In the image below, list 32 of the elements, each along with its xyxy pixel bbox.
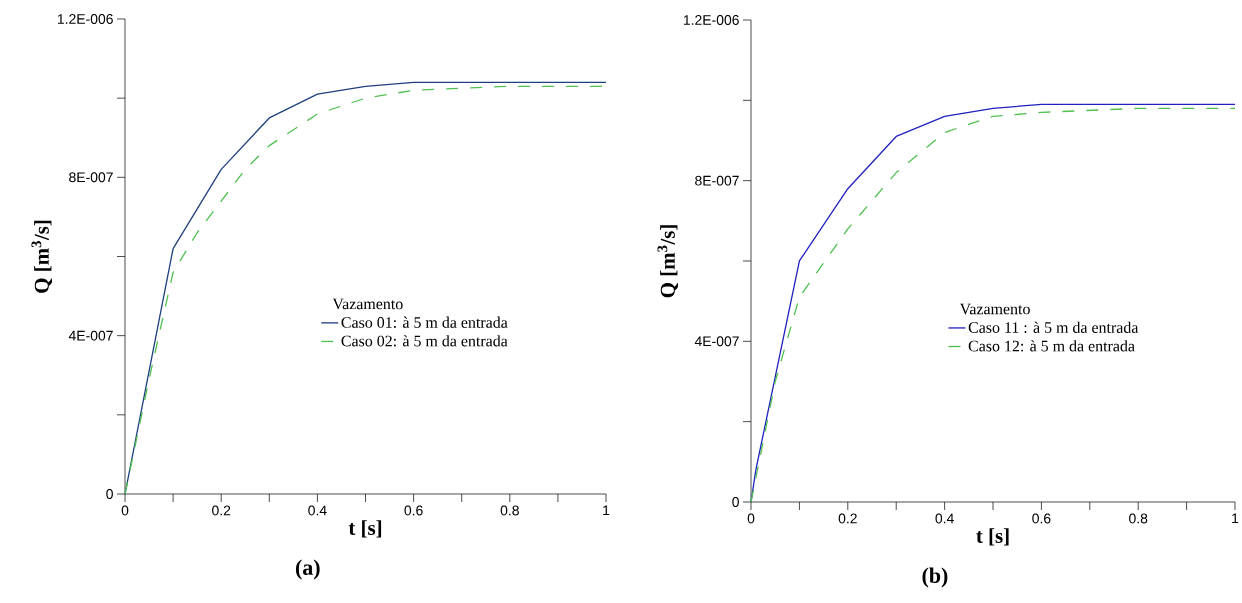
text: (a) xyxy=(295,559,320,580)
y-axis-title: Q [m$^{3}$/s] xyxy=(31,220,53,293)
x-tick-label: 0.2 xyxy=(838,513,857,524)
x-tick-label: 0.8 xyxy=(500,505,519,516)
y-tick-label: 1.2E-006 xyxy=(683,15,739,25)
x-tick-label: 0.6 xyxy=(404,505,423,516)
legend-title: Vazamento xyxy=(332,298,403,310)
y-axis-title: Q [m$^{3}$/s] xyxy=(657,225,679,298)
x-tick-label: 1 xyxy=(1232,513,1239,524)
legend-label: Caso 02: à 5 m da entrada xyxy=(341,335,508,347)
legend-label: Caso 01: à 5 m da entrada xyxy=(341,316,508,328)
text: (b) xyxy=(922,567,948,588)
x-tick-label: 0.6 xyxy=(1032,513,1051,524)
y-tick-label: 8E-007 xyxy=(695,175,739,186)
x-tick-label: 0 xyxy=(747,513,755,524)
legend-label: Caso 12: à 5 m da entrada xyxy=(968,340,1135,352)
y-tick-label: 4E-007 xyxy=(694,336,739,347)
y-tick-label: 4E-007 xyxy=(68,330,113,341)
y-tick-label: 1.2E-006 xyxy=(57,14,113,24)
y-tick-label: 8E-007 xyxy=(69,172,113,183)
y-tick-label: 0 xyxy=(732,497,739,507)
x-tick-label: 0.4 xyxy=(935,513,954,524)
x-tick-label: 1 xyxy=(603,505,610,516)
legend-title: Vazamento xyxy=(959,303,1030,315)
x-tick-label: 0.4 xyxy=(308,505,327,516)
y-tick-label: 0 xyxy=(106,489,113,499)
legend-label: Caso 11 : à 5 m da entrada xyxy=(968,321,1139,333)
x-tick-label: 0.8 xyxy=(1129,513,1148,524)
x-tick-label: 0.2 xyxy=(212,505,231,516)
x-axis-title: t [s] xyxy=(348,520,382,538)
x-tick-label: 0 xyxy=(121,505,129,516)
x-axis-title: t [s] xyxy=(976,528,1009,546)
